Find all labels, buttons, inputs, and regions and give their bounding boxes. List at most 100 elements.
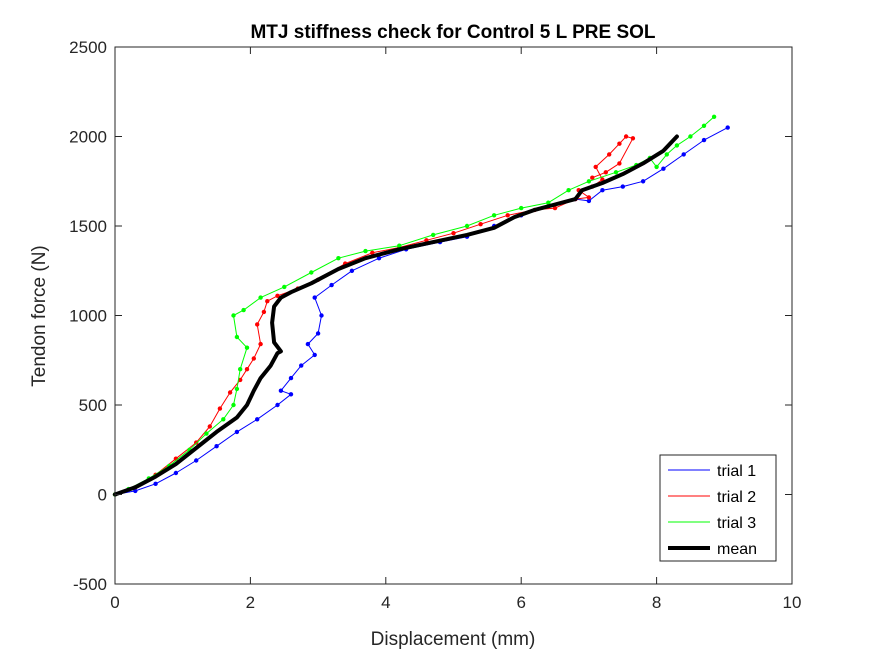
- data-point: [255, 417, 260, 422]
- data-point: [319, 313, 324, 318]
- data-point: [244, 345, 250, 350]
- x-tick-label: 6: [516, 593, 525, 612]
- data-point: [207, 424, 212, 429]
- data-point: [312, 352, 317, 358]
- y-tick-label: 1000: [69, 307, 107, 326]
- data-point: [640, 179, 646, 184]
- data-point: [288, 375, 294, 381]
- data-point: [299, 363, 304, 368]
- data-point: [258, 295, 263, 300]
- data-point: [275, 293, 280, 298]
- data-point: [586, 195, 592, 200]
- legend-label: trial 2: [717, 489, 756, 506]
- series-layer: [112, 114, 730, 497]
- data-point: [664, 152, 669, 157]
- data-point: [630, 136, 636, 141]
- data-point: [711, 114, 717, 120]
- data-point: [312, 295, 317, 300]
- data-point: [153, 481, 158, 486]
- legend-label: trial 1: [717, 463, 756, 480]
- y-tick-label: 500: [79, 396, 107, 415]
- y-tick-label: 2000: [69, 128, 107, 147]
- data-point: [607, 152, 612, 157]
- legend-label: mean: [717, 541, 757, 558]
- data-point: [586, 179, 592, 184]
- data-point: [234, 334, 240, 340]
- data-point: [701, 137, 707, 143]
- data-point: [278, 388, 284, 393]
- data-point: [593, 164, 598, 170]
- data-point: [227, 390, 233, 395]
- y-tick-label: -500: [73, 575, 107, 594]
- series-line-mean: [113, 134, 679, 497]
- data-point: [241, 307, 246, 313]
- y-tick-label: 2500: [69, 38, 107, 57]
- data-point: [258, 341, 263, 347]
- data-point: [282, 284, 287, 290]
- chart-title: MTJ stiffness check for Control 5 L PRE …: [250, 22, 655, 43]
- data-point: [623, 134, 629, 139]
- series-line-trial-1: [114, 127, 729, 495]
- data-point: [238, 377, 243, 383]
- data-point: [701, 123, 707, 128]
- series-mean: [113, 134, 679, 497]
- y-tick-label: 1500: [69, 217, 107, 236]
- data-point: [519, 205, 524, 211]
- series-trial-2: [112, 134, 636, 497]
- data-point: [305, 341, 311, 347]
- data-point: [315, 331, 321, 336]
- data-point: [194, 440, 199, 445]
- legend-item: mean: [668, 541, 757, 558]
- data-point: [217, 406, 223, 411]
- data-point: [251, 356, 256, 361]
- data-point: [397, 243, 402, 248]
- y-tick-label: 0: [98, 486, 107, 505]
- series-trial-1: [112, 125, 730, 497]
- data-point: [613, 170, 619, 175]
- data-point: [238, 367, 243, 372]
- data-point: [221, 417, 226, 422]
- data-point: [586, 198, 592, 204]
- legend: trial 1 trial 2 trial 3 mean: [659, 454, 777, 562]
- data-point: [661, 166, 666, 171]
- data-point: [370, 250, 375, 255]
- data-point: [244, 367, 250, 372]
- data-point: [376, 256, 382, 261]
- data-point: [478, 222, 483, 227]
- data-point: [234, 386, 240, 392]
- data-point: [363, 248, 368, 254]
- legend-item: trial 3: [668, 515, 756, 532]
- data-point: [451, 231, 456, 236]
- legend-label: trial 3: [717, 515, 756, 532]
- data-point: [214, 444, 219, 449]
- x-tick-label: 8: [652, 593, 661, 612]
- data-point: [329, 282, 334, 288]
- data-point: [620, 184, 625, 189]
- data-point: [688, 134, 693, 139]
- data-point: [204, 431, 209, 436]
- y-axis-label: Tendon force (N): [29, 245, 50, 387]
- series-line-trial-2: [114, 136, 634, 495]
- legend-item: trial 2: [668, 489, 756, 506]
- data-point: [431, 232, 436, 238]
- data-point: [725, 125, 730, 130]
- data-point: [617, 141, 622, 146]
- data-point: [546, 200, 551, 205]
- data-point: [255, 322, 260, 327]
- data-point: [231, 313, 236, 318]
- data-point: [309, 270, 314, 275]
- data-point: [617, 161, 622, 166]
- legend-item: trial 1: [668, 463, 756, 480]
- x-tick-label: 0: [110, 593, 119, 612]
- data-point: [566, 188, 571, 193]
- x-axis-label: Displacement (mm): [371, 629, 536, 650]
- data-point: [261, 309, 267, 315]
- data-point: [552, 205, 558, 211]
- data-point: [231, 402, 236, 408]
- x-tick-label: 2: [246, 593, 255, 612]
- data-point: [681, 152, 686, 157]
- data-point: [194, 458, 199, 463]
- data-point: [234, 429, 240, 435]
